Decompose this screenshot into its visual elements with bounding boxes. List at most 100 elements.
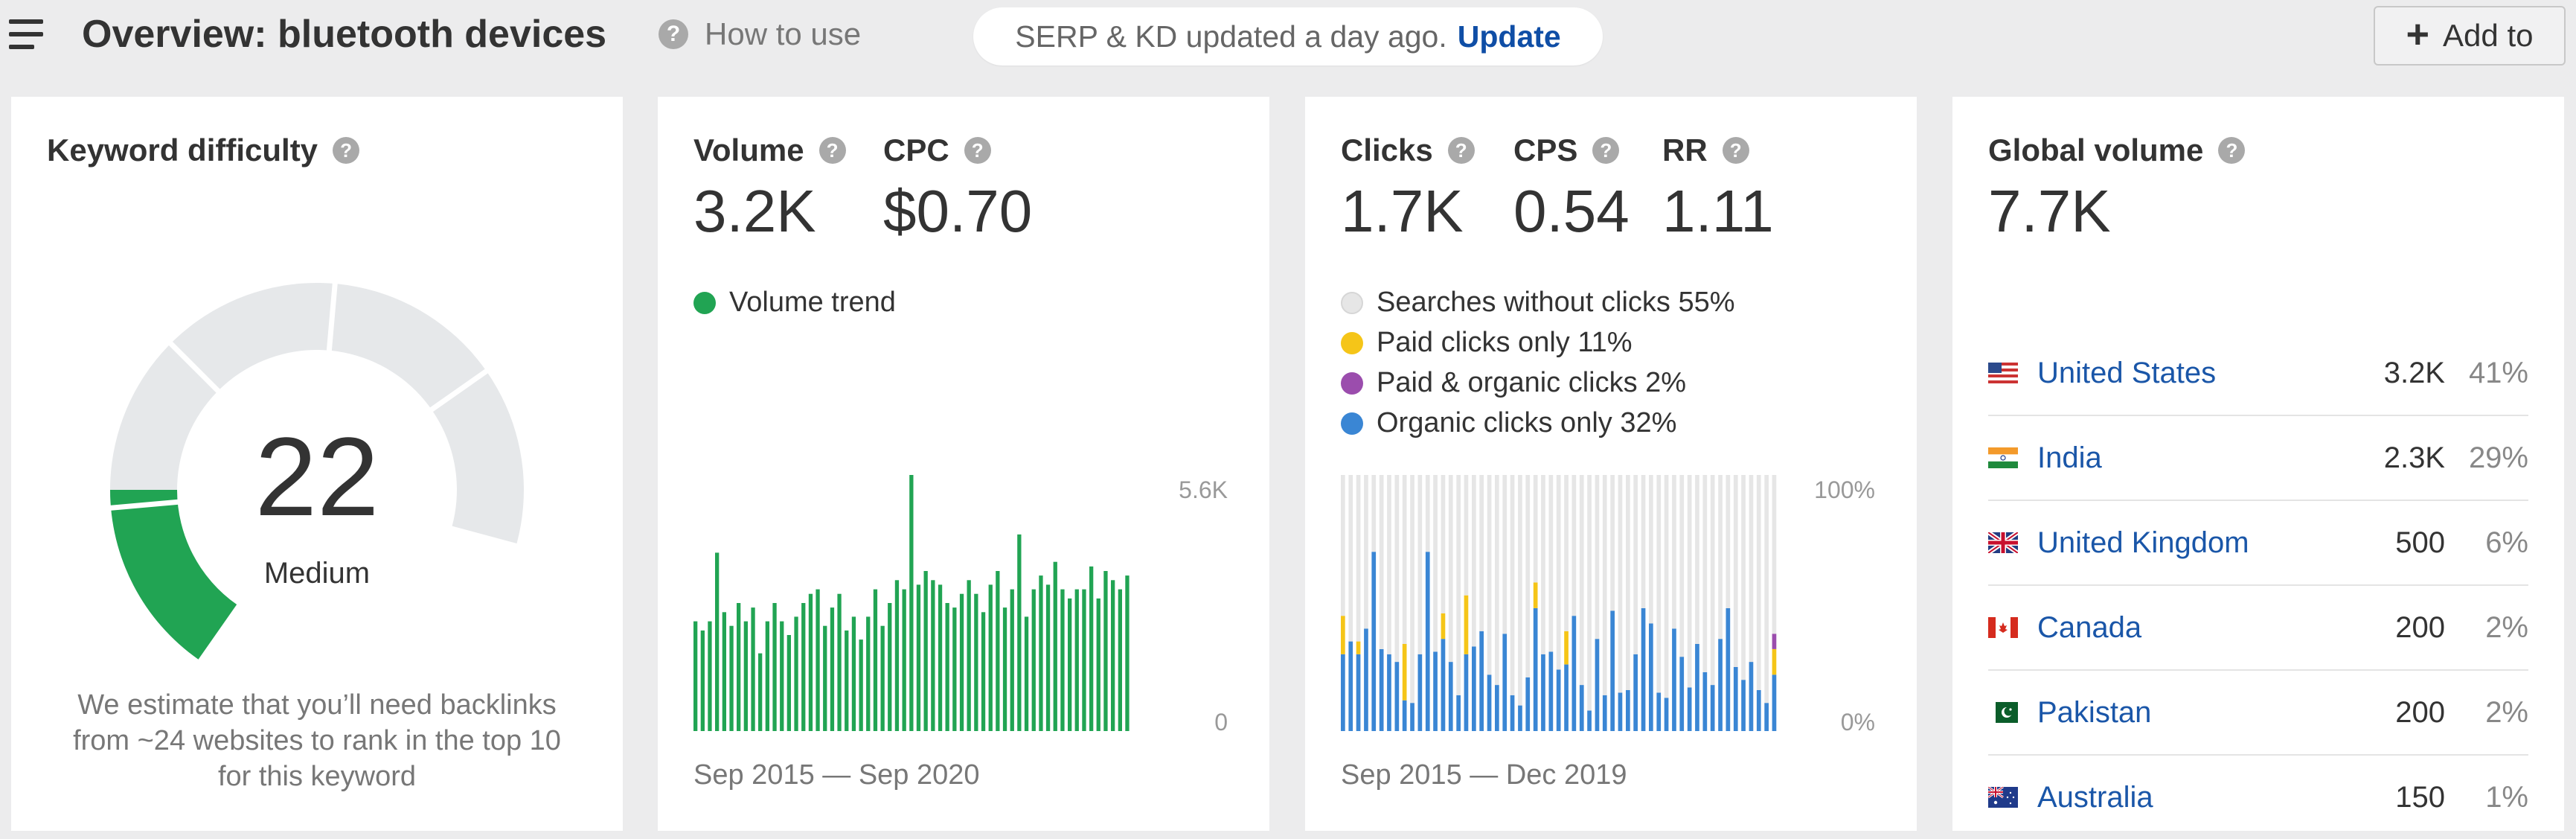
clicks-bar-segment[interactable] — [1510, 695, 1515, 731]
clicks-bar-segment[interactable] — [1772, 475, 1777, 634]
country-link[interactable]: Australia — [2037, 780, 2153, 814]
clicks-bar-segment[interactable] — [1595, 639, 1600, 731]
volume-bar[interactable] — [888, 603, 892, 731]
clicks-bar-segment[interactable] — [1564, 475, 1569, 631]
volume-bar[interactable] — [1082, 589, 1086, 731]
clicks-bar-segment[interactable] — [1641, 607, 1646, 731]
volume-bar[interactable] — [1045, 584, 1051, 731]
clicks-bar-segment[interactable] — [1371, 475, 1377, 552]
help-icon[interactable]: ? — [1722, 137, 1749, 164]
clicks-bar-segment[interactable] — [1371, 552, 1377, 731]
clicks-bar-segment[interactable] — [1687, 475, 1692, 688]
clicks-bar-segment[interactable] — [1441, 639, 1446, 731]
volume-bar[interactable] — [974, 593, 978, 731]
clicks-bar-segment[interactable] — [1356, 641, 1361, 654]
clicks-bar-segment[interactable] — [1464, 654, 1469, 731]
volume-bar[interactable] — [988, 584, 993, 731]
clicks-bar-segment[interactable] — [1564, 631, 1569, 665]
volume-bar[interactable] — [1024, 616, 1029, 731]
clicks-bar-segment[interactable] — [1341, 654, 1345, 731]
volume-bar[interactable] — [1089, 566, 1094, 731]
clicks-bar-segment[interactable] — [1733, 475, 1738, 667]
volume-bar[interactable] — [751, 607, 755, 731]
clicks-bar-segment[interactable] — [1533, 582, 1538, 608]
clicks-bar-segment[interactable] — [1595, 475, 1600, 639]
volume-bar[interactable] — [1068, 598, 1072, 731]
clicks-bar-segment[interactable] — [1518, 475, 1522, 706]
clicks-bar-segment[interactable] — [1556, 669, 1561, 731]
clicks-bar-segment[interactable] — [1618, 475, 1623, 693]
clicks-bar-segment[interactable] — [1764, 703, 1769, 731]
volume-bar[interactable] — [902, 589, 906, 731]
clicks-bar-segment[interactable] — [1495, 685, 1499, 731]
clicks-bar-segment[interactable] — [1772, 674, 1777, 731]
clicks-bar-segment[interactable] — [1756, 475, 1761, 690]
volume-bar[interactable] — [1118, 589, 1122, 731]
clicks-bar-segment[interactable] — [1394, 662, 1400, 731]
volume-bar[interactable] — [765, 621, 769, 731]
clicks-bar-segment[interactable] — [1402, 700, 1407, 731]
clicks-bar-segment[interactable] — [1525, 677, 1531, 731]
clicks-bar-segment[interactable] — [1502, 475, 1508, 634]
clicks-bar-segment[interactable] — [1718, 639, 1723, 731]
volume-bar[interactable] — [693, 621, 698, 731]
clicks-bar-segment[interactable] — [1710, 475, 1715, 686]
clicks-bar-segment[interactable] — [1387, 654, 1391, 731]
clicks-bar-segment[interactable] — [1533, 475, 1538, 583]
volume-bar[interactable] — [1031, 589, 1036, 731]
volume-bar[interactable] — [708, 621, 712, 731]
clicks-bar-segment[interactable] — [1417, 475, 1423, 654]
volume-bar[interactable] — [996, 571, 1000, 731]
clicks-bar-segment[interactable] — [1456, 695, 1461, 731]
clicks-bar-segment[interactable] — [1364, 628, 1368, 731]
clicks-bar-segment[interactable] — [1379, 648, 1384, 731]
clicks-bar-segment[interactable] — [1564, 664, 1569, 731]
clicks-bar-segment[interactable] — [1710, 685, 1715, 731]
clicks-bar-segment[interactable] — [1602, 475, 1607, 695]
volume-bar[interactable] — [1053, 561, 1057, 731]
clicks-bar-segment[interactable] — [1518, 705, 1522, 731]
clicks-bar-segment[interactable] — [1579, 475, 1584, 686]
clicks-bar-segment[interactable] — [1633, 654, 1638, 731]
help-icon[interactable]: ? — [818, 137, 846, 164]
update-link[interactable]: Update — [1457, 19, 1561, 54]
volume-bar[interactable] — [851, 616, 856, 731]
volume-bar[interactable] — [880, 625, 885, 731]
clicks-bar-segment[interactable] — [1356, 475, 1361, 642]
help-icon[interactable]: ? — [964, 137, 991, 164]
clicks-bar-segment[interactable] — [1464, 475, 1469, 596]
volume-bar[interactable] — [780, 621, 784, 731]
clicks-bar-segment[interactable] — [1487, 475, 1492, 675]
clicks-bar-segment[interactable] — [1649, 475, 1653, 624]
clicks-bar-segment[interactable] — [1610, 475, 1615, 611]
volume-bar[interactable] — [931, 580, 935, 731]
volume-bar[interactable] — [1096, 598, 1100, 731]
clicks-bar-segment[interactable] — [1587, 710, 1592, 732]
clicks-bar-segment[interactable] — [1402, 644, 1407, 701]
clicks-bar-segment[interactable] — [1495, 475, 1499, 686]
clicks-bar-segment[interactable] — [1749, 662, 1754, 731]
help-icon[interactable]: ? — [2218, 137, 2246, 164]
volume-bar[interactable] — [916, 584, 921, 731]
clicks-bar-segment[interactable] — [1402, 475, 1407, 644]
clicks-bar-segment[interactable] — [1464, 595, 1469, 654]
clicks-bar-segment[interactable] — [1664, 475, 1669, 698]
clicks-bar-segment[interactable] — [1341, 475, 1345, 616]
clicks-bar-segment[interactable] — [1610, 610, 1615, 731]
clicks-bar-segment[interactable] — [1448, 475, 1453, 663]
volume-bar[interactable] — [722, 612, 726, 731]
clicks-bar-segment[interactable] — [1364, 475, 1368, 629]
volume-bar[interactable] — [1125, 575, 1130, 731]
clicks-bar-segment[interactable] — [1579, 685, 1584, 731]
clicks-bar-segment[interactable] — [1456, 475, 1461, 695]
clicks-bar-segment[interactable] — [1487, 674, 1492, 731]
clicks-bar-segment[interactable] — [1726, 607, 1731, 731]
volume-bar[interactable] — [866, 616, 871, 731]
clicks-bar-segment[interactable] — [1726, 475, 1731, 608]
volume-bar[interactable] — [729, 625, 734, 731]
clicks-bar-segment[interactable] — [1548, 475, 1554, 652]
clicks-bar-segment[interactable] — [1441, 613, 1446, 639]
clicks-bar-segment[interactable] — [1626, 475, 1630, 690]
volume-bar[interactable] — [894, 580, 900, 731]
clicks-bar-segment[interactable] — [1571, 475, 1577, 616]
